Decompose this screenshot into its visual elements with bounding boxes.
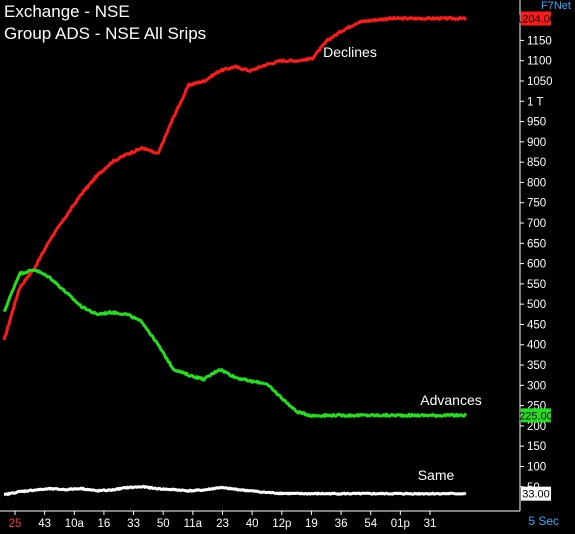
series-advances-label: Advances — [420, 392, 481, 408]
series-advances-last-value: 225.00 — [519, 410, 553, 422]
series-declines-label: Declines — [323, 44, 377, 60]
series-declines-last-value: 1204.00 — [516, 13, 556, 25]
series-same-line — [3, 484, 467, 497]
series-declines-line — [2, 16, 468, 341]
x-tick-label-23: 23 — [216, 518, 229, 530]
x-tick-label-31: 31 — [424, 518, 437, 530]
brand-label: F7Net — [541, 0, 571, 12]
interval-label[interactable]: 5 Sec — [528, 514, 559, 528]
y-tick-label-100: 100 — [527, 461, 546, 473]
x-tick-label-19: 19 — [305, 518, 318, 530]
y-tick-label-400: 400 — [527, 340, 546, 352]
y-tick-label-700: 700 — [527, 218, 546, 230]
x-tick-label-54: 54 — [364, 518, 377, 530]
y-tick-label-500: 500 — [527, 299, 546, 311]
x-tick-label-10a: 10a — [65, 518, 85, 530]
x-tick-label-40: 40 — [246, 518, 259, 530]
series-advances-badge — [521, 408, 551, 423]
y-tick-label-950: 950 — [527, 117, 546, 129]
y-tick-label-1150: 1150 — [527, 35, 552, 47]
series-same-label: Same — [418, 467, 455, 483]
x-tick-label-01p: 01p — [391, 518, 410, 530]
x-tick-label-25: 25 — [9, 518, 22, 530]
y-tick-label-1050: 1050 — [527, 76, 553, 88]
y-tick-label-450: 450 — [527, 319, 546, 331]
y-tick-label-850: 850 — [527, 157, 546, 169]
exchange-title: Exchange - NSE — [4, 2, 130, 21]
y-tick-label-1-T: 1 T — [527, 96, 543, 108]
y-tick-label-1100: 1100 — [527, 56, 552, 68]
series-same-last-value: 33.00 — [522, 489, 550, 501]
y-tick-label-200: 200 — [527, 421, 546, 433]
y-tick-label-900: 900 — [527, 137, 546, 149]
y-tick-label-800: 800 — [527, 177, 546, 189]
y-tick-label-300: 300 — [527, 380, 546, 392]
series-same-badge — [521, 486, 551, 501]
x-tick-label-43: 43 — [38, 518, 51, 530]
y-tick-label-600: 600 — [527, 259, 546, 271]
x-tick-label-16: 16 — [98, 518, 111, 530]
y-tick-label-650: 650 — [527, 238, 546, 250]
series-declines-badge — [521, 11, 551, 26]
y-tick-label-550: 550 — [527, 279, 546, 291]
x-tick-label-11a: 11a — [184, 518, 203, 530]
x-tick-label-50: 50 — [157, 518, 170, 530]
x-tick-label-12p: 12p — [272, 518, 291, 530]
series-advances-line — [2, 268, 468, 418]
group-title: Group ADS - NSE All Srips — [4, 24, 207, 43]
y-tick-label-350: 350 — [527, 360, 546, 372]
y-tick-label-750: 750 — [527, 198, 546, 210]
x-tick-label-36: 36 — [335, 518, 348, 530]
x-tick-label-33: 33 — [127, 518, 140, 530]
y-tick-label-150: 150 — [527, 441, 546, 453]
